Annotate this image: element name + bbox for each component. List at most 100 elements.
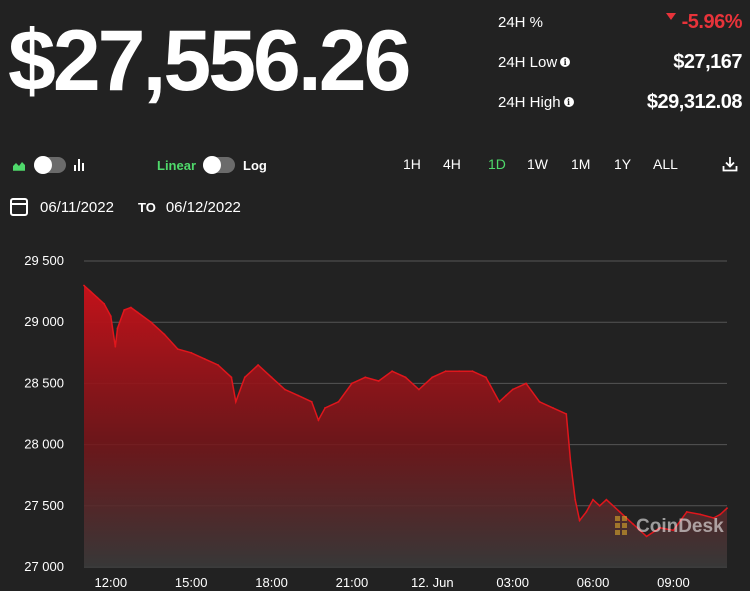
data-point: [136, 311, 139, 314]
y-tick-label: 27 500: [24, 498, 64, 513]
data-point: [444, 370, 447, 373]
data-point: [632, 523, 635, 526]
data-point: [605, 498, 608, 501]
data-point: [364, 376, 367, 379]
data-point: [130, 306, 132, 309]
data-point: [592, 498, 594, 501]
range-4h-button[interactable]: 4H: [443, 156, 461, 172]
data-point: [337, 400, 340, 403]
current-price: $27,556.26: [8, 13, 411, 109]
scale-toggle-group: Linear Log: [157, 154, 267, 176]
watermark-text: CoinDesk: [636, 516, 724, 537]
range-1m-button[interactable]: 1M: [571, 156, 591, 172]
range-1y-button[interactable]: 1Y: [614, 156, 632, 172]
data-point: [270, 376, 273, 379]
stat-value-change: -5.96%: [665, 11, 743, 34]
data-point: [234, 400, 237, 403]
coindesk-watermark: CoinDesk: [615, 516, 724, 537]
data-point: [505, 394, 507, 397]
x-tick-label: 15:00: [175, 575, 208, 590]
data-point: [585, 511, 588, 513]
data-point: [163, 333, 166, 336]
date-to-label: TO: [138, 199, 156, 215]
data-point: [538, 400, 541, 403]
data-point: [404, 376, 407, 379]
info-icon[interactable]: i: [563, 97, 574, 107]
x-tick-label: 09:00: [657, 575, 690, 590]
data-point: [699, 513, 702, 516]
x-tick-label: 12:00: [95, 575, 128, 590]
x-tick-label: 12. Jun: [411, 575, 454, 590]
chart-type-toggle-group: [12, 154, 86, 176]
price-area: [84, 285, 727, 567]
data-point: [150, 321, 152, 324]
data-point: [230, 376, 233, 379]
y-tick-label: 29 000: [24, 314, 64, 329]
data-point: [114, 345, 117, 348]
scale-log-label[interactable]: Log: [243, 157, 267, 173]
y-tick-label: 28 500: [24, 375, 64, 390]
y-tick-label: 28 000: [24, 437, 64, 452]
stat-row-low: 24H Low i $27,167: [498, 50, 742, 74]
stat-label-change: 24H %: [498, 13, 544, 31]
data-point: [103, 302, 105, 305]
data-point: [569, 462, 572, 464]
data-point: [284, 388, 286, 391]
data-point: [598, 504, 601, 507]
x-tick-label: 18:00: [255, 575, 288, 590]
date-from-input[interactable]: 06/11/2022: [40, 198, 114, 216]
data-point: [83, 284, 85, 287]
data-point: [498, 400, 501, 403]
data-point: [190, 351, 193, 354]
data-point: [109, 315, 112, 317]
stat-label-high: 24H High: [498, 93, 561, 111]
range-1h-button[interactable]: 1H: [403, 156, 421, 172]
chart-type-toggle[interactable]: [34, 156, 66, 174]
data-point: [310, 400, 313, 403]
data-point: [565, 413, 568, 415]
data-point: [217, 364, 219, 366]
data-point: [176, 348, 179, 350]
y-tick-label: 29 500: [24, 253, 64, 268]
y-tick-label: 27 000: [24, 559, 64, 574]
stat-value-high: $29,312.08: [646, 90, 743, 113]
scale-linear-label[interactable]: Linear: [157, 157, 197, 173]
data-point: [574, 498, 577, 501]
x-tick-label: 06:00: [577, 575, 610, 590]
data-point: [203, 358, 206, 360]
data-point: [525, 382, 527, 385]
price-chart[interactable]: 27 000 27 500 28 000 28 500 29 000 29 500 12:…: [0, 251, 750, 591]
data-point: [485, 376, 487, 379]
data-point: [89, 290, 92, 293]
data-point: [123, 309, 126, 311]
calendar-icon[interactable]: [10, 198, 28, 216]
data-point: [377, 380, 380, 382]
price-line: [83, 284, 728, 538]
data-point: [324, 407, 326, 409]
data-point: [297, 394, 300, 397]
data-point: [712, 517, 715, 519]
data-point: [243, 376, 246, 379]
data-point: [618, 511, 621, 513]
range-all-button[interactable]: ALL: [653, 156, 678, 172]
data-point: [552, 407, 554, 409]
x-tick-label: 03:00: [496, 575, 529, 590]
date-to-input[interactable]: 06/12/2022: [165, 198, 241, 216]
stat-row-high: 24H High i $29,312.08: [498, 90, 743, 114]
data-point: [578, 519, 581, 522]
data-point: [431, 376, 434, 379]
data-point: [645, 535, 648, 538]
data-point: [116, 327, 119, 330]
info-icon[interactable]: i: [560, 57, 571, 67]
scale-toggle[interactable]: [203, 156, 236, 174]
data-point: [418, 388, 420, 391]
stat-value-low: $27,167: [673, 50, 742, 73]
data-point: [317, 419, 320, 421]
range-1w-button[interactable]: 1W: [527, 156, 548, 172]
download-icon[interactable]: [722, 156, 738, 172]
area-chart-icon[interactable]: [12, 159, 26, 171]
date-range: 06/11/2022 TO 06/12/2022: [10, 196, 258, 218]
bar-chart-icon[interactable]: [74, 159, 86, 171]
data-point: [471, 370, 474, 373]
range-1d-button[interactable]: 1D: [488, 156, 506, 172]
